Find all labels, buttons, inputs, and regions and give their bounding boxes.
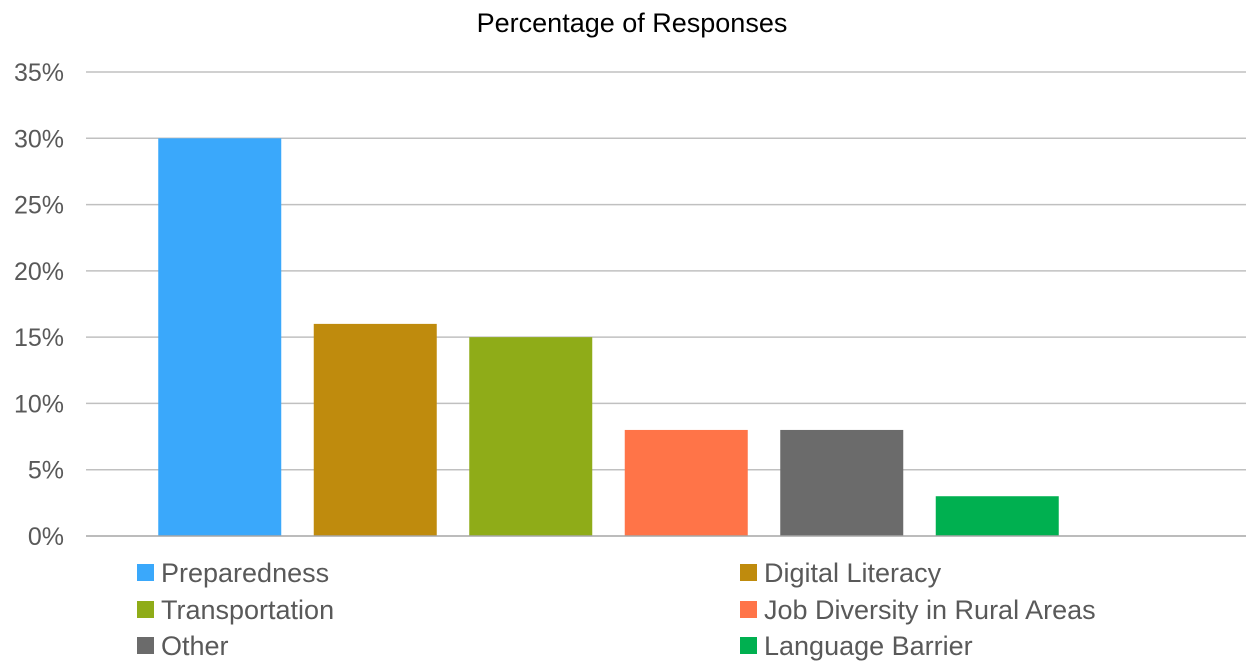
legend-label: Job Diversity in Rural Areas	[764, 595, 1096, 625]
y-tick-label: 25%	[14, 192, 64, 220]
bar-digital-literacy	[313, 323, 437, 536]
y-axis-tick-labels: 0% 5% 10% 15% 20% 25% 30% 35%	[14, 59, 64, 551]
legend-swatch	[137, 637, 154, 654]
legend-swatch	[137, 564, 154, 581]
y-tick-label: 10%	[14, 390, 64, 418]
y-tick-label: 20%	[14, 258, 64, 286]
legend-swatch	[740, 564, 757, 581]
bar-job-diversity-in-rural-areas	[624, 429, 748, 536]
chart-title: Percentage of Responses	[477, 8, 788, 38]
legend-label: Other	[161, 631, 229, 661]
bar-other	[780, 429, 904, 536]
legend-swatch	[740, 601, 757, 618]
bars	[158, 138, 1059, 537]
legend-label: Digital Literacy	[764, 558, 942, 588]
legend-label: Preparedness	[161, 558, 329, 588]
legend-label: Language Barrier	[764, 631, 973, 661]
bar-language-barrier	[935, 496, 1059, 536]
legend: Preparedness Digital Literacy Transportati…	[137, 558, 1096, 661]
y-tick-label: 35%	[14, 59, 64, 87]
legend-swatch	[740, 637, 757, 654]
legend-swatch	[137, 601, 154, 618]
y-tick-label: 5%	[28, 457, 64, 485]
bar-transportation	[469, 337, 593, 536]
y-tick-label: 15%	[14, 324, 64, 352]
y-tick-label: 0%	[28, 523, 64, 551]
bar-preparedness	[158, 138, 282, 537]
y-tick-label: 30%	[14, 125, 64, 153]
legend-label: Transportation	[161, 595, 334, 625]
